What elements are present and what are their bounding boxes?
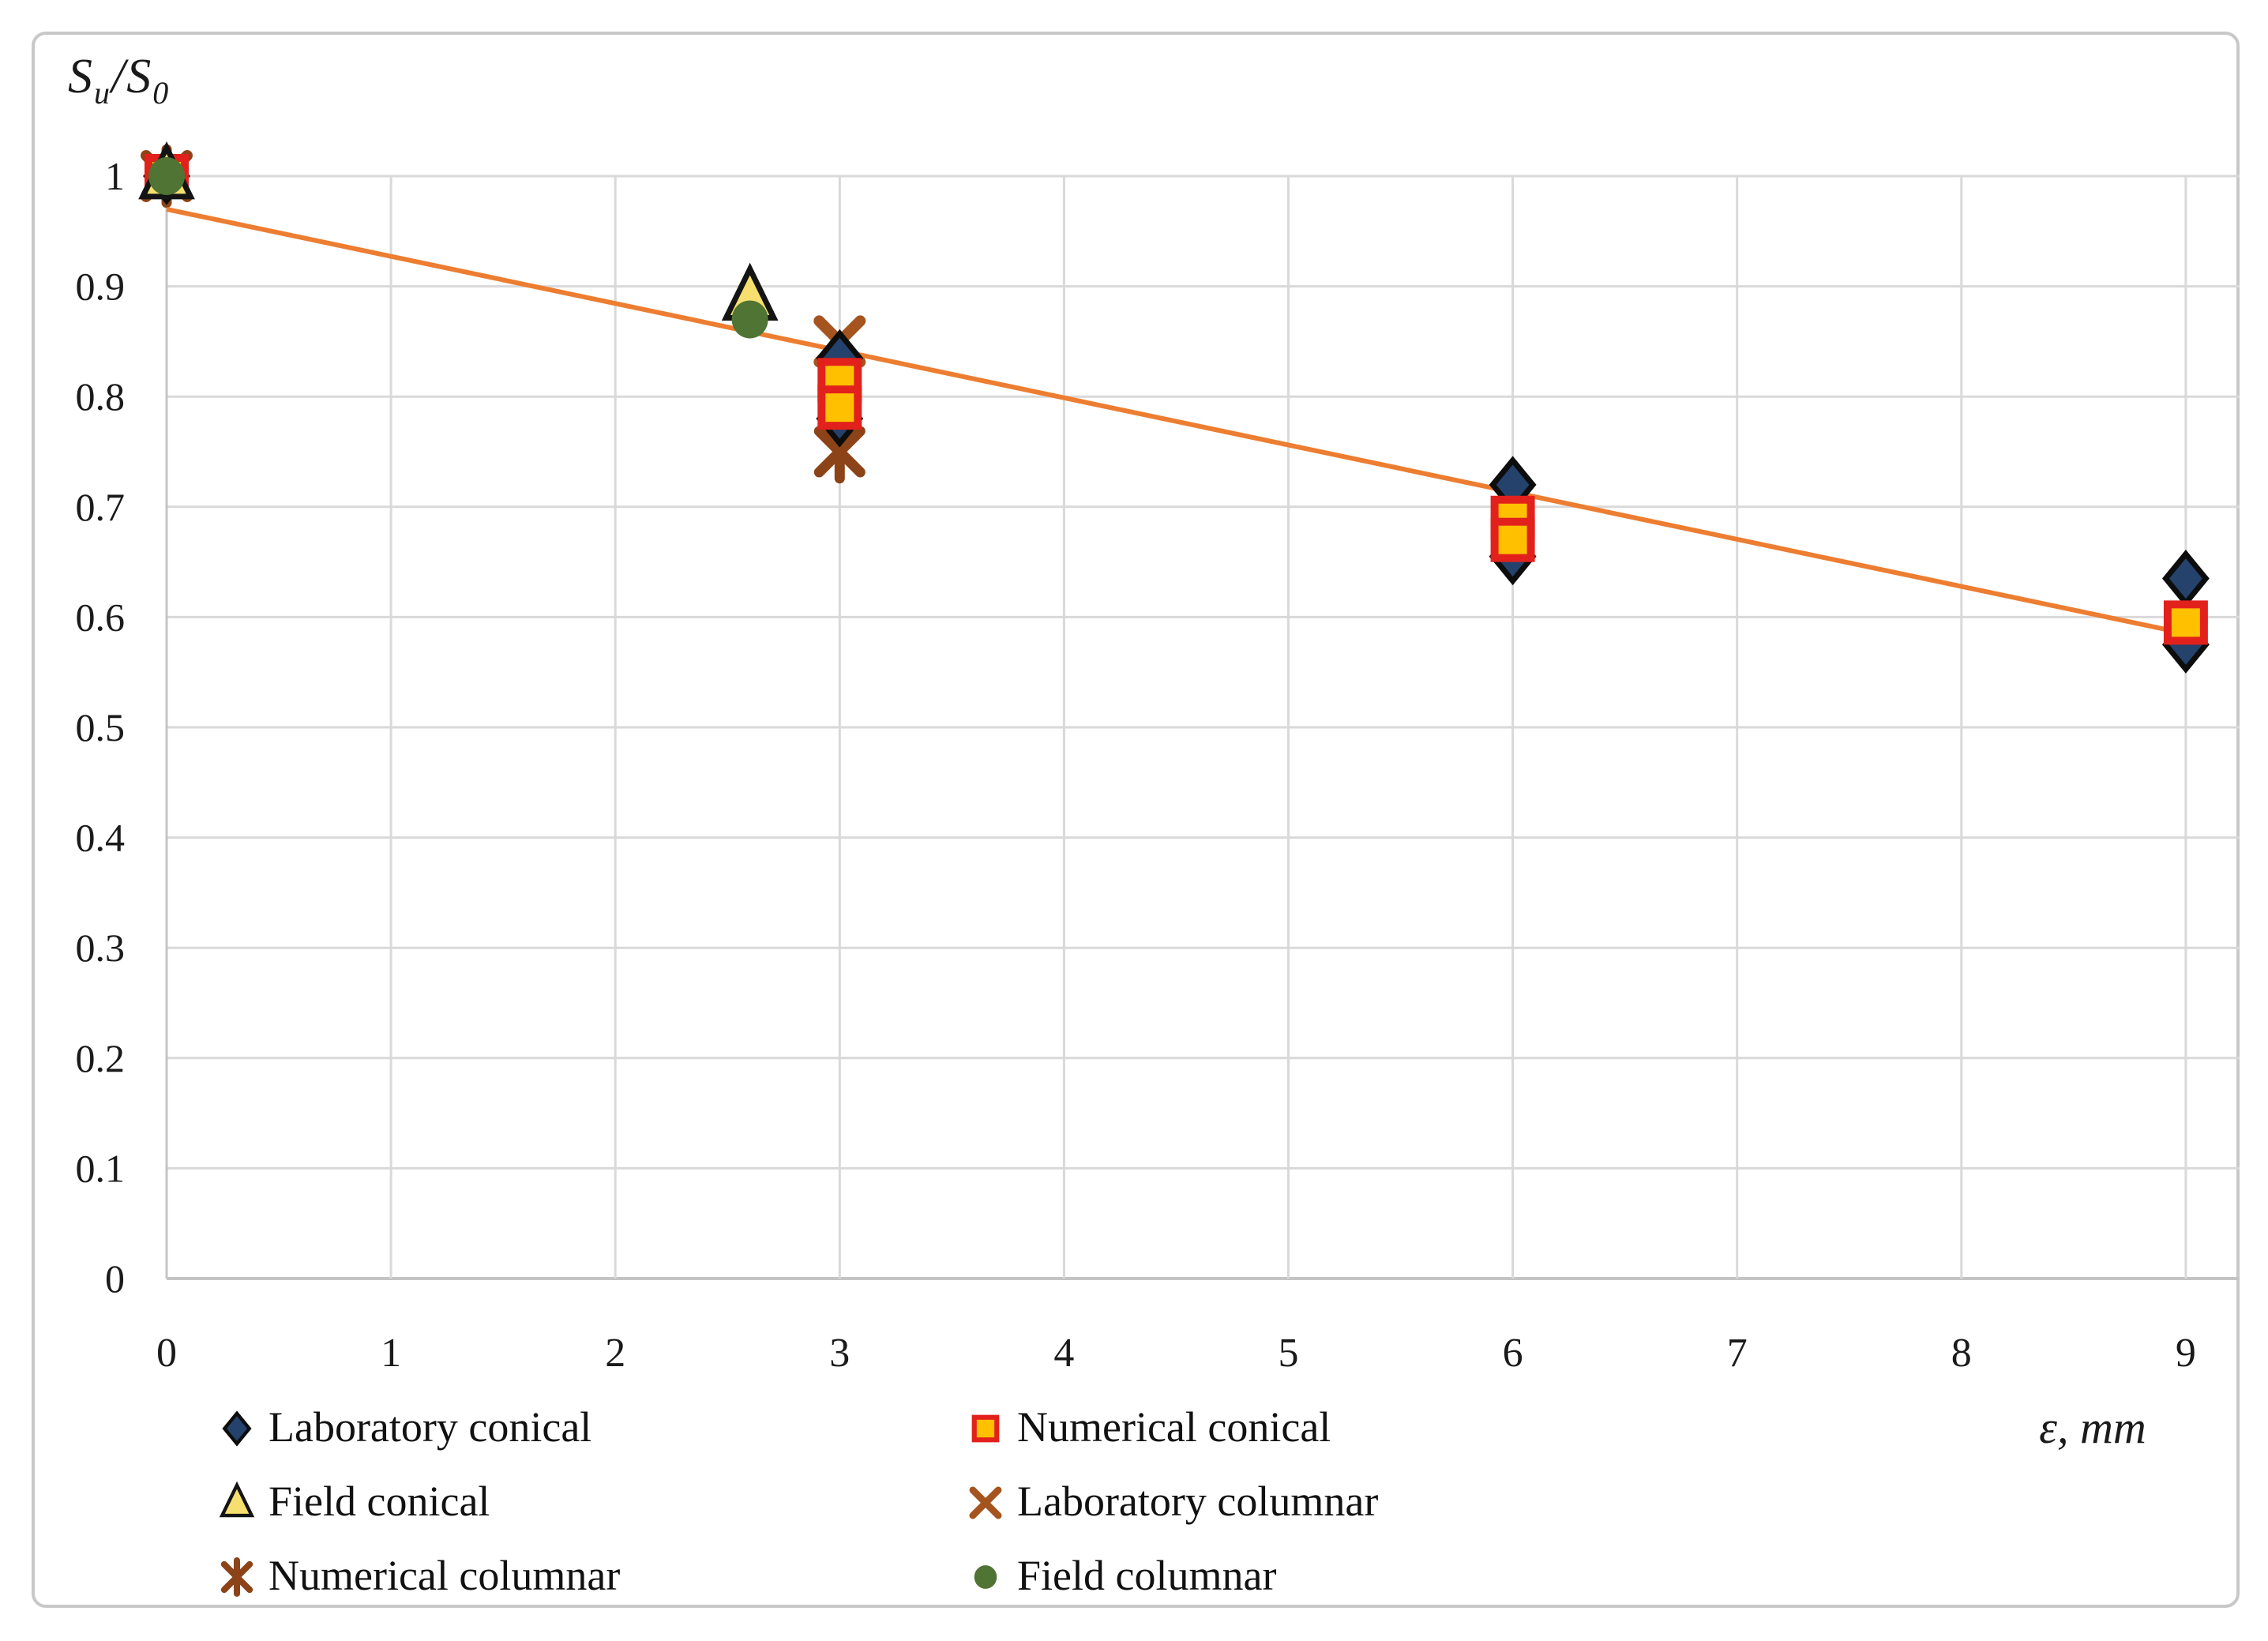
circle-marker xyxy=(731,300,768,339)
y-title-separator: / xyxy=(111,50,127,103)
y-tick-label: 0.8 xyxy=(76,374,126,419)
x-tick-label: 7 xyxy=(1727,1331,1748,1376)
y-tick-label: 0.2 xyxy=(76,1036,126,1080)
y-title-s2-sub: 0 xyxy=(152,75,171,111)
legend-item-field-conical: Field conical xyxy=(207,1464,956,1538)
y-tick-label: 0.7 xyxy=(76,485,126,529)
x-tick-label: 3 xyxy=(829,1331,850,1376)
series-field-columnar xyxy=(148,157,768,339)
series-numerical-conical xyxy=(145,154,2208,645)
x-tick-label: 6 xyxy=(1503,1331,1523,1376)
gridlines xyxy=(165,175,2240,1280)
y-tick-label: 0.1 xyxy=(76,1146,126,1190)
y-title-s2: S xyxy=(126,50,153,103)
legend-label: Laboratory columnar xyxy=(1017,1478,1379,1525)
square-marker xyxy=(817,385,862,430)
y-axis-title: Su/S0 xyxy=(68,49,170,111)
legend-row: Laboratory conical Numerical conical xyxy=(207,1390,1786,1464)
legend-row: Numerical columnar Field columnar xyxy=(207,1538,1786,1613)
legend-item-numerical-columnar: Numerical columnar xyxy=(207,1538,956,1613)
y-tick-label: 0.3 xyxy=(76,926,126,970)
x-axis-title: ε, mm xyxy=(2039,1402,2146,1453)
x-tick-label: 4 xyxy=(1053,1331,1074,1376)
diamond-marker xyxy=(222,1410,252,1447)
x-marker xyxy=(969,1486,1002,1519)
y-tick-label: 0.4 xyxy=(76,816,126,860)
y-tick-label: 0.9 xyxy=(76,265,126,309)
x-tick-label: 9 xyxy=(2176,1331,2196,1376)
star-legend-icon xyxy=(220,1557,253,1597)
circle-legend-icon xyxy=(974,1565,997,1589)
legend-item-field-columnar: Field columnar xyxy=(956,1538,1276,1613)
legend-label: Field columnar xyxy=(1017,1552,1277,1599)
x-tick-label: 0 xyxy=(156,1331,177,1376)
legend-label: Field conical xyxy=(268,1478,490,1525)
diamond-legend-icon xyxy=(222,1410,252,1447)
x-tick-label: 5 xyxy=(1279,1331,1299,1376)
legend-row: Field conical Laboratory columnar xyxy=(207,1464,1786,1538)
x-tick-label: 8 xyxy=(1951,1331,1972,1376)
chart-legend: Laboratory conical Numerical conical Fie… xyxy=(207,1390,1786,1613)
triangle-legend-icon xyxy=(219,1481,255,1518)
legend-label: Laboratory conical xyxy=(268,1403,592,1451)
y-tick-label: 1 xyxy=(105,154,125,198)
legend-label: Numerical conical xyxy=(1017,1403,1331,1451)
y-tick-label: 0.6 xyxy=(76,595,126,639)
chart-frame xyxy=(32,32,2240,1608)
triangle-marker xyxy=(219,1481,255,1518)
y-tick-label: 0 xyxy=(105,1256,125,1301)
tick-labels: 1 0.9 0.8 0.7 0.6 0.5 0.4 0.3 0.2 0.1 00 1 2 3 4 5 6 7 8 9 xyxy=(76,154,2196,1376)
legend-label: Numerical columnar xyxy=(268,1552,621,1599)
square-marker xyxy=(2163,600,2208,645)
y-tick-label: 0.5 xyxy=(76,705,126,749)
legend-item-laboratory-columnar: Laboratory columnar xyxy=(956,1464,1378,1538)
diamond-marker xyxy=(2161,550,2210,608)
x-legend-icon xyxy=(969,1486,1002,1519)
y-title-s1-sub: u xyxy=(94,75,111,111)
trend-line xyxy=(166,206,2187,636)
x-tick-label: 2 xyxy=(605,1331,625,1376)
star-marker xyxy=(220,1557,253,1597)
square-marker xyxy=(1490,517,1535,562)
series-field-conical xyxy=(138,141,779,321)
legend-item-numerical-conical: Numerical conical xyxy=(956,1390,1331,1464)
circle-marker xyxy=(974,1565,997,1589)
legend-item-laboratory-conical: Laboratory conical xyxy=(207,1390,956,1464)
x-tick-label: 1 xyxy=(381,1331,401,1376)
square-legend-icon xyxy=(971,1414,1000,1443)
square-marker xyxy=(971,1414,1000,1443)
y-title-s1: S xyxy=(68,50,94,103)
series-laboratory-conical xyxy=(143,147,2210,674)
circle-marker xyxy=(148,157,185,195)
